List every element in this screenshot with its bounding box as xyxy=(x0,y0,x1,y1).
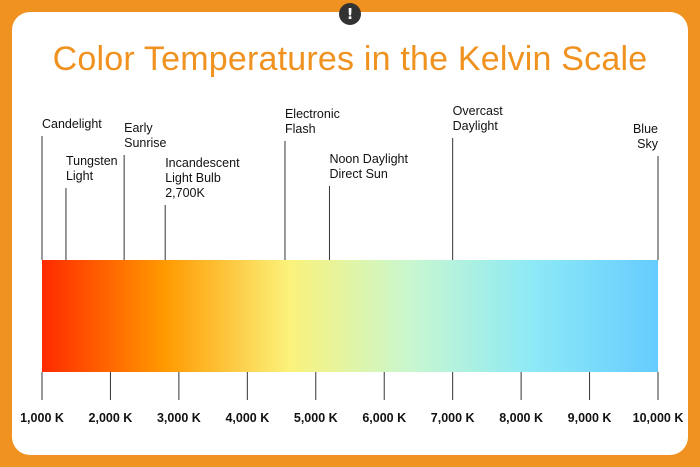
tick-label: 5,000 K xyxy=(294,411,338,425)
alert-icon: ! xyxy=(339,3,361,25)
source-label: 2,700K xyxy=(165,186,205,200)
source-label: Noon Daylight xyxy=(329,152,408,166)
source-label: Light Bulb xyxy=(165,171,221,185)
tick-label: 3,000 K xyxy=(157,411,201,425)
kelvin-ticks: 1,000 K 2,000 K 3,000 K 4,000 K 5,000 K 6,000… xyxy=(20,372,683,425)
tick-label: 6,000 K xyxy=(362,411,406,425)
source-label: Overcast xyxy=(453,104,504,118)
source-candlelight: Candelight xyxy=(41,117,102,260)
source-label: Incandescent xyxy=(165,156,240,170)
color-temperature-bar xyxy=(42,260,658,372)
diagram-card xyxy=(12,12,688,455)
source-label: Daylight xyxy=(453,119,499,133)
tick-label: 7,000 K xyxy=(431,411,475,425)
source-label: Electronic xyxy=(285,107,340,121)
source-label: Sky xyxy=(637,137,659,151)
source-label: Direct Sun xyxy=(329,167,387,181)
tick-label: 4,000 K xyxy=(225,411,269,425)
source-label: Candelight xyxy=(42,117,102,131)
tick-label: 10,000 K xyxy=(633,411,684,425)
source-label: Flash xyxy=(285,122,316,136)
source-label: Blue xyxy=(633,122,658,136)
source-label: Tungsten xyxy=(66,154,118,168)
tick-label: 2,000 K xyxy=(89,411,133,425)
page-title: Color Temperatures in the Kelvin Scale xyxy=(52,40,648,78)
source-markers: CandelightTungstenLightEarlySunriseIncan… xyxy=(41,104,659,260)
tick-label: 1,000 K xyxy=(20,411,64,425)
tick-label: 9,000 K xyxy=(568,411,612,425)
source-label: Early xyxy=(124,121,153,135)
source-label: Sunrise xyxy=(124,136,166,150)
source-label: Light xyxy=(66,169,94,183)
tick-label: 8,000 K xyxy=(499,411,543,425)
